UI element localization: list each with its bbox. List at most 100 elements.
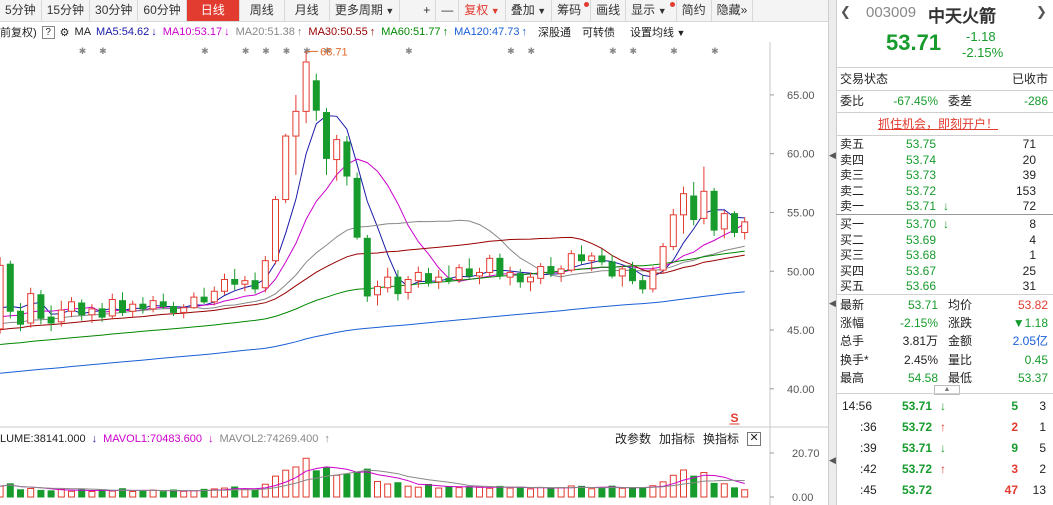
tick-time: :39 [860,441,877,455]
display-dropdown[interactable]: 显示 ▼ [626,0,677,21]
volume-bar-down [17,489,24,498]
simple-mode-button[interactable]: 简约 [677,0,712,21]
expand-collapse-icon[interactable]: ▲ [934,385,960,395]
tick-row[interactable]: 14:56 53.71 ↓ 5 3 [836,397,1048,415]
gear-icon[interactable]: ⚙ [59,26,70,39]
mavol2-line [0,469,745,492]
tick-count: 2 [1039,462,1046,476]
candle-up [129,303,137,312]
change-param-button[interactable]: 改参数 [615,432,652,446]
volume-bar-up [241,489,249,498]
candle-up [567,253,575,271]
kline-chart[interactable]: 65.00 60.00 55.00 50.00 45.00 40.00 ✱ ✱ ✱ ✱ ✱ ✱ ✱ ✱ ✱ ✱… [0,42,828,505]
zoom-in-button[interactable]: + [418,0,437,21]
event-marker-icon: ✱ [79,46,87,56]
divider [836,67,1053,68]
bids-row[interactable]: 买二 53.69 4 [836,232,1048,248]
bids-row[interactable]: 买四 53.67 25 [836,263,1048,279]
price-tick-label: 55.00 [787,207,815,219]
candle-down [119,300,126,313]
volume-bar-up [486,487,494,498]
help-icon[interactable]: ? [41,25,55,39]
period-daily-tab[interactable]: 日线 [186,0,240,21]
convertible-bond-button[interactable]: 可转债 [582,27,615,39]
period-60min-tab[interactable]: 60分钟 [138,0,187,21]
prev-stock-icon[interactable]: ❮ [840,4,851,19]
asks-row[interactable]: 卖一 53.71 72 ↓ [836,198,1048,214]
volume-bar-down [608,485,616,498]
candle-up [476,271,483,277]
tick-list[interactable]: 14:56 53.71 ↓ 5 3:36 53.72 ↑ 2 1:39 53.71 ↓ 9 5:42 53… [836,397,1053,505]
asks-level-label: 卖二 [840,183,865,198]
volume-bar-down [425,483,432,498]
signal-marker-icon: S [731,411,739,425]
asks-row[interactable]: 卖四 53.74 20 [836,152,1048,168]
asks-row[interactable]: 卖五 53.75 71 [836,136,1048,152]
next-stock-icon[interactable]: ❯ [1036,4,1047,19]
overlay-dropdown[interactable]: 叠加 ▼ [506,0,553,21]
volume-bar-up [567,485,575,498]
ma-item-5: MA120:47.73 ↑ [454,26,527,38]
candle-up [700,190,708,219]
tick-count: 5 [1039,441,1046,455]
volume-bar-up [0,485,4,498]
candle-up [210,290,218,303]
period-30min-tab[interactable]: 30分钟 [90,0,139,21]
open-account-link[interactable]: 抓住机会，即刻开户！ [878,117,999,131]
tick-row[interactable]: :45 53.72 47 13 [836,481,1048,499]
period-15min-tab[interactable]: 15分钟 [42,0,91,21]
period-5min-tab[interactable]: 5分钟 [0,0,42,21]
more-periods-dropdown[interactable]: 更多周期 ▼ [330,0,401,21]
bids-price: 53.67 [906,263,937,278]
volume-bar-up [506,487,514,498]
switch-indicator-button[interactable]: 换指标 [703,432,740,446]
draw-line-button[interactable]: 画线 [591,0,627,21]
max-price-label: 68.71 [320,46,348,58]
candle-up [669,214,677,248]
candle-down [323,112,330,159]
bids-row[interactable]: 买一 53.70 8 ↓ [836,216,1048,232]
collapse-arrow-icon[interactable]: ◀ [829,298,836,308]
candle-down [516,273,524,283]
hide-label: 隐藏 [716,3,741,17]
volume-bar-up [221,487,228,498]
zoom-out-button[interactable]: — [436,0,460,21]
tick-row[interactable]: :42 53.72 ↑ 3 2 [836,460,1048,478]
stat-value: 3.81万 [902,334,938,349]
tick-row[interactable]: :36 53.72 ↑ 2 1 [836,418,1048,436]
stat-value: 53.37 [1017,370,1048,385]
fq-mode-label: 前复权) [0,27,37,39]
bids-row[interactable]: 买五 53.66 31 [836,278,1048,294]
event-marker-icon: ✱ [324,46,332,56]
asks-volume: 72 [1022,199,1036,214]
stat-label: 总手 [840,334,865,349]
chips-button[interactable]: 筹码 [552,0,592,21]
collapse-arrow-icon[interactable]: ◀ [829,455,836,465]
period-monthly-tab[interactable]: 月线 [285,0,330,21]
collapse-arrow-icon[interactable]: ◀ [829,150,836,160]
add-indicator-button[interactable]: 加指标 [659,432,696,446]
fq-dropdown[interactable]: 复权 ▼ [459,0,506,21]
bids-row[interactable]: 买三 53.68 1 [836,247,1048,263]
close-icon[interactable]: ✕ [747,431,762,446]
stat-label: 最新 [840,298,865,312]
display-label: 显示 [631,3,656,17]
hide-panel-button[interactable]: 隐藏» [712,0,754,21]
panel-splitter[interactable]: ◀ ◀ ◀ [828,0,837,505]
mavol2-value: MAVOL2:74269.400 [219,433,319,445]
weicha-label: 委差 [948,94,973,108]
price-change: -1.18 [966,29,996,44]
arrow-down-icon: ↓ [940,399,946,413]
tick-price: 53.72 [902,462,933,476]
asks-row[interactable]: 卖三 53.73 39 [836,167,1048,183]
candle-down [231,278,239,285]
asks-row[interactable]: 卖二 53.72 153 [836,183,1048,199]
tick-row[interactable]: :39 53.71 ↓ 9 5 [836,439,1048,457]
asks-level-label: 卖四 [840,152,865,167]
period-weekly-tab[interactable]: 周线 [240,0,285,21]
candle-up [384,276,392,289]
stat-value: 54.58 [907,370,938,385]
volume-bar-down [578,485,585,498]
deep-link-button[interactable]: 深股通 [538,24,571,40]
ma-setting-dropdown[interactable]: 设置均线 ▼ [630,24,685,40]
